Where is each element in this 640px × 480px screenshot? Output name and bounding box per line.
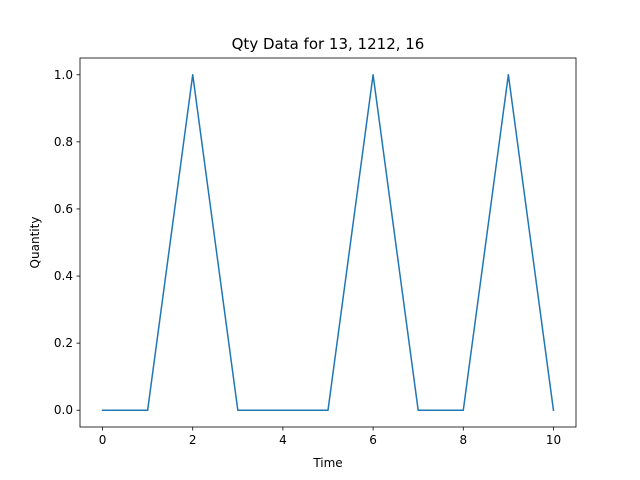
y-tick-label: 0.4 (54, 269, 73, 283)
y-tick-label: 0.6 (54, 202, 73, 216)
x-tick-label: 2 (189, 433, 197, 447)
series-line (101, 74, 555, 412)
y-tick-label: 0.2 (54, 336, 73, 350)
y-tick-label: 0.0 (54, 403, 73, 417)
plot-frame (79, 57, 577, 428)
x-tick-label: 6 (369, 433, 377, 447)
x-axis-label: Time (312, 456, 342, 470)
y-tick-label: 1.0 (54, 68, 73, 82)
x-tick-label: 10 (546, 433, 561, 447)
plot-area: 0 2 4 6 8 10 0.0 0.2 0.4 0.6 0.8 1.0 (54, 57, 577, 447)
x-tick-label: 4 (279, 433, 287, 447)
x-tick-label: 0 (99, 433, 107, 447)
x-tick-label: 8 (459, 433, 467, 447)
y-axis-label: Quantity (28, 217, 42, 269)
y-tick-label: 0.8 (54, 135, 73, 149)
chart-title: Qty Data for 13, 1212, 16 (232, 35, 425, 53)
